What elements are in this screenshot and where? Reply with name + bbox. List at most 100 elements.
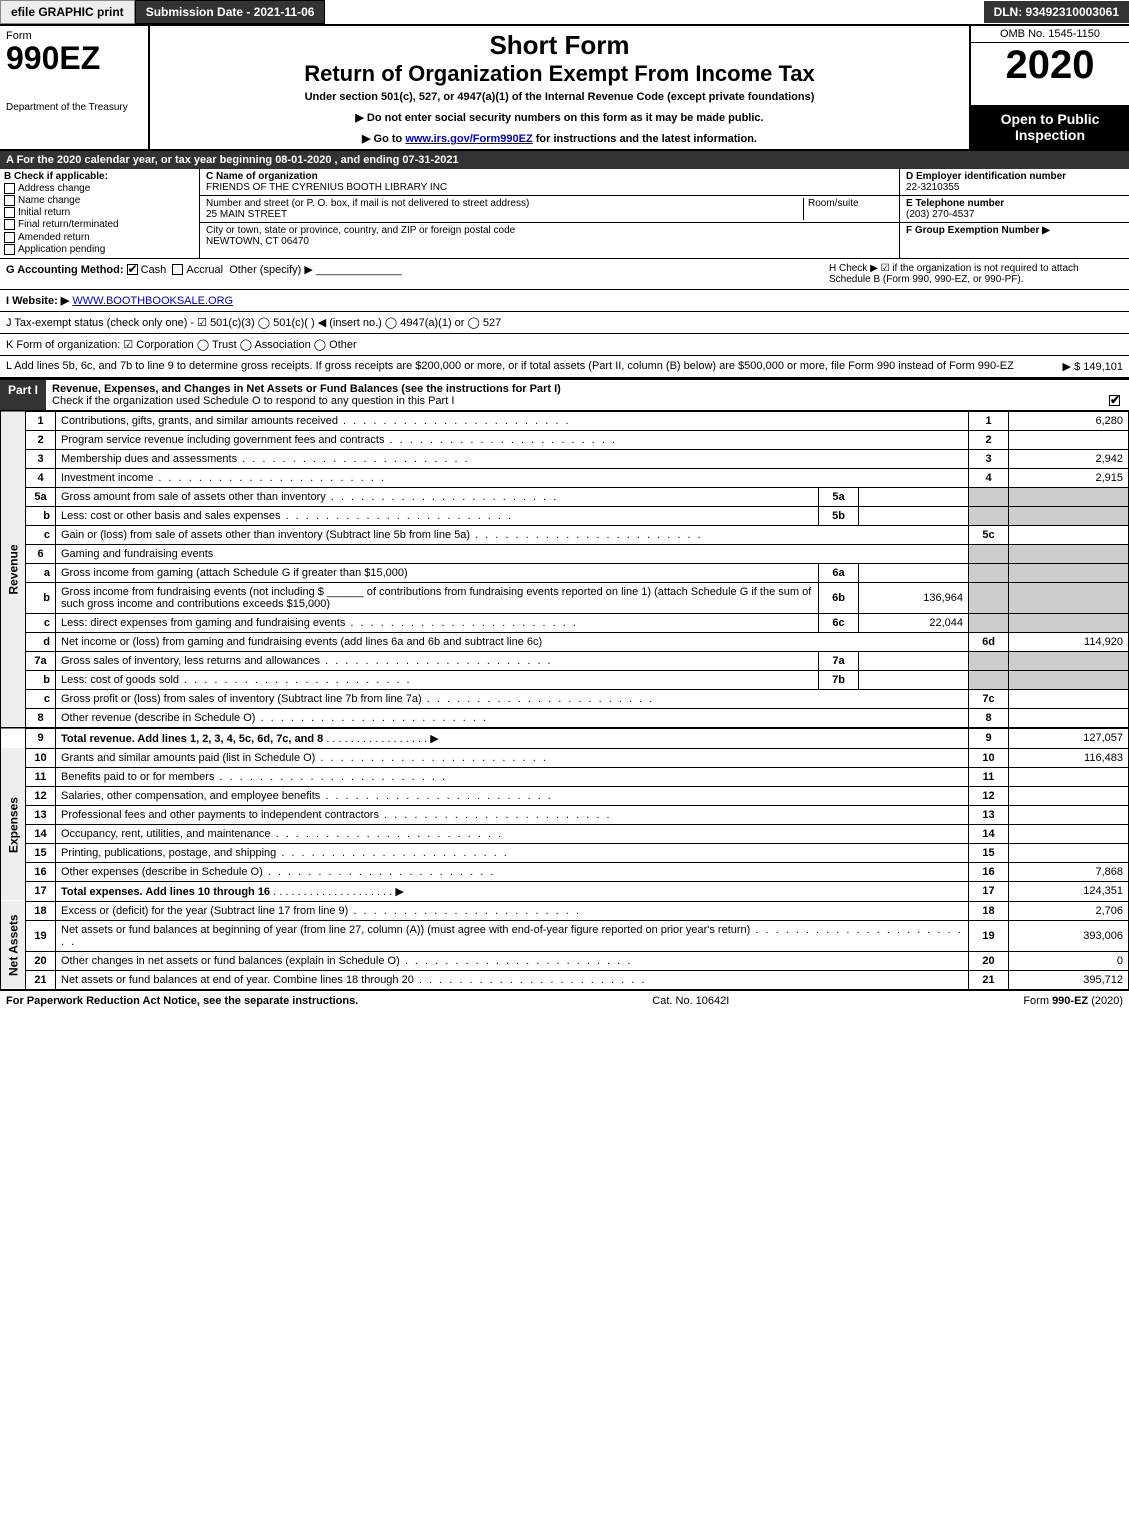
row-5b-bv <box>859 506 969 525</box>
row-14-rl: 14 <box>969 824 1009 843</box>
row-14-rv <box>1009 824 1129 843</box>
row-7b-num: b <box>26 670 56 689</box>
row-15-desc: Printing, publications, postage, and shi… <box>61 847 509 859</box>
return-title: Return of Organization Exempt From Incom… <box>160 61 959 87</box>
chk-name-change[interactable]: Name change <box>4 195 195 206</box>
website-label: I Website: ▶ <box>6 295 69 307</box>
section-def: D Employer identification number 22-3210… <box>899 169 1129 258</box>
tax-year: 2020 <box>971 43 1129 87</box>
row-7c-num: c <box>26 689 56 708</box>
chk-application-pending[interactable]: Application pending <box>4 244 195 255</box>
row-8-desc: Other revenue (describe in Schedule O) <box>61 712 488 724</box>
row-7a-num: 7a <box>26 651 56 670</box>
row-21-desc: Net assets or fund balances at end of ye… <box>61 974 646 986</box>
chk-final-return[interactable]: Final return/terminated <box>4 219 195 230</box>
row-3-rl: 3 <box>969 449 1009 468</box>
under-section-text: Under section 501(c), 527, or 4947(a)(1)… <box>160 91 959 103</box>
header-left: Form 990EZ Department of the Treasury <box>0 26 150 149</box>
row-7b-bl: 7b <box>819 670 859 689</box>
row-10-rv: 116,483 <box>1009 748 1129 767</box>
tax-exempt-status: J Tax-exempt status (check only one) - ☑… <box>6 317 501 329</box>
row-6b-bv: 136,964 <box>859 582 969 613</box>
tel-label: E Telephone number <box>906 198 1004 209</box>
row-6c-num: c <box>26 613 56 632</box>
row-12-num: 12 <box>26 786 56 805</box>
other-specify: Other (specify) ▶ <box>229 264 313 276</box>
chk-address-change[interactable]: Address change <box>4 183 195 194</box>
row-6c-bv: 22,044 <box>859 613 969 632</box>
row-18-rl: 18 <box>969 901 1009 920</box>
part1-title: Revenue, Expenses, and Changes in Net As… <box>46 380 1129 410</box>
org-info-section: B Check if applicable: Address change Na… <box>0 169 1129 259</box>
row-9-desc: Total revenue. Add lines 1, 2, 3, 4, 5c,… <box>61 733 323 745</box>
row-6b-bl: 6b <box>819 582 859 613</box>
row-10-num: 10 <box>26 748 56 767</box>
row-2-num: 2 <box>26 430 56 449</box>
submission-date-button[interactable]: Submission Date - 2021-11-06 <box>135 0 326 24</box>
street-label: Number and street (or P. O. box, if mail… <box>206 198 529 209</box>
part1-schedule-o-check[interactable] <box>1109 395 1120 406</box>
dln-label: DLN: 93492310003061 <box>984 1 1129 23</box>
row-17-rv: 124,351 <box>1009 881 1129 901</box>
efile-print-button[interactable]: efile GRAPHIC print <box>0 0 135 24</box>
row-1-num: 1 <box>26 411 56 430</box>
row-4-desc: Investment income <box>61 472 386 484</box>
department-label: Department of the Treasury <box>6 102 142 113</box>
chk-cash[interactable] <box>127 264 138 275</box>
row-11-rv <box>1009 767 1129 786</box>
row-3-num: 3 <box>26 449 56 468</box>
row-1-rv: 6,280 <box>1009 411 1129 430</box>
row-5a-rvshade <box>1009 487 1129 506</box>
row-7b-bv <box>859 670 969 689</box>
row-6d-num: d <box>26 632 56 651</box>
row-9-num: 9 <box>26 728 56 749</box>
row-18-desc: Excess or (deficit) for the year (Subtra… <box>61 905 581 917</box>
form-number: 990EZ <box>6 42 142 74</box>
part1-header-row: Part I Revenue, Expenses, and Changes in… <box>0 378 1129 411</box>
row-21-rv: 395,712 <box>1009 970 1129 989</box>
row-5a-bl: 5a <box>819 487 859 506</box>
row-6d-rv: 114,920 <box>1009 632 1129 651</box>
row-2-rl: 2 <box>969 430 1009 449</box>
irs-link[interactable]: www.irs.gov/Form990EZ <box>405 133 532 145</box>
row-10-rl: 10 <box>969 748 1009 767</box>
row-8-rl: 8 <box>969 708 1009 728</box>
row-5b-num: b <box>26 506 56 525</box>
chk-accrual[interactable] <box>172 264 183 275</box>
row-4-rv: 2,915 <box>1009 468 1129 487</box>
row-12-rv <box>1009 786 1129 805</box>
row-21-rl: 21 <box>969 970 1009 989</box>
row-11-desc: Benefits paid to or for members <box>61 771 447 783</box>
row-7b-desc: Less: cost of goods sold <box>61 674 412 686</box>
row-5b-desc: Less: cost or other basis and sales expe… <box>61 510 513 522</box>
line-i: I Website: ▶ WWW.BOOTHBOOKSALE.ORG <box>0 290 1129 312</box>
line-a-band: A For the 2020 calendar year, or tax yea… <box>0 151 1129 169</box>
row-15-rv <box>1009 843 1129 862</box>
line-l-text: L Add lines 5b, 6c, and 7b to line 9 to … <box>6 360 1063 373</box>
row-19-rl: 19 <box>969 920 1009 951</box>
row-6a-bl: 6a <box>819 563 859 582</box>
section-c: C Name of organization FRIENDS OF THE CY… <box>200 169 899 258</box>
website-link[interactable]: WWW.BOOTHBOOKSALE.ORG <box>72 295 233 307</box>
row-11-num: 11 <box>26 767 56 786</box>
row-6-num: 6 <box>26 544 56 563</box>
row-7a-desc: Gross sales of inventory, less returns a… <box>61 655 553 667</box>
chk-initial-return[interactable]: Initial return <box>4 207 195 218</box>
form-header: Form 990EZ Department of the Treasury Sh… <box>0 26 1129 151</box>
row-3-desc: Membership dues and assessments <box>61 453 470 465</box>
revenue-sidebar: Revenue <box>1 411 26 728</box>
row-19-rv: 393,006 <box>1009 920 1129 951</box>
header-right: OMB No. 1545-1150 2020 Open to Public In… <box>969 26 1129 149</box>
row-5c-num: c <box>26 525 56 544</box>
section-b: B Check if applicable: Address change Na… <box>0 169 200 258</box>
row-6c-desc: Less: direct expenses from gaming and fu… <box>61 617 578 629</box>
line-g: G Accounting Method: Cash Accrual Other … <box>6 263 823 285</box>
row-8-rv <box>1009 708 1129 728</box>
tel-value: (203) 270-4537 <box>906 209 974 220</box>
chk-amended-return[interactable]: Amended return <box>4 232 195 243</box>
row-6c-bl: 6c <box>819 613 859 632</box>
row-6a-desc: Gross income from gaming (attach Schedul… <box>61 567 408 579</box>
row-12-desc: Salaries, other compensation, and employ… <box>61 790 553 802</box>
row-5c-rv <box>1009 525 1129 544</box>
row-15-rl: 15 <box>969 843 1009 862</box>
